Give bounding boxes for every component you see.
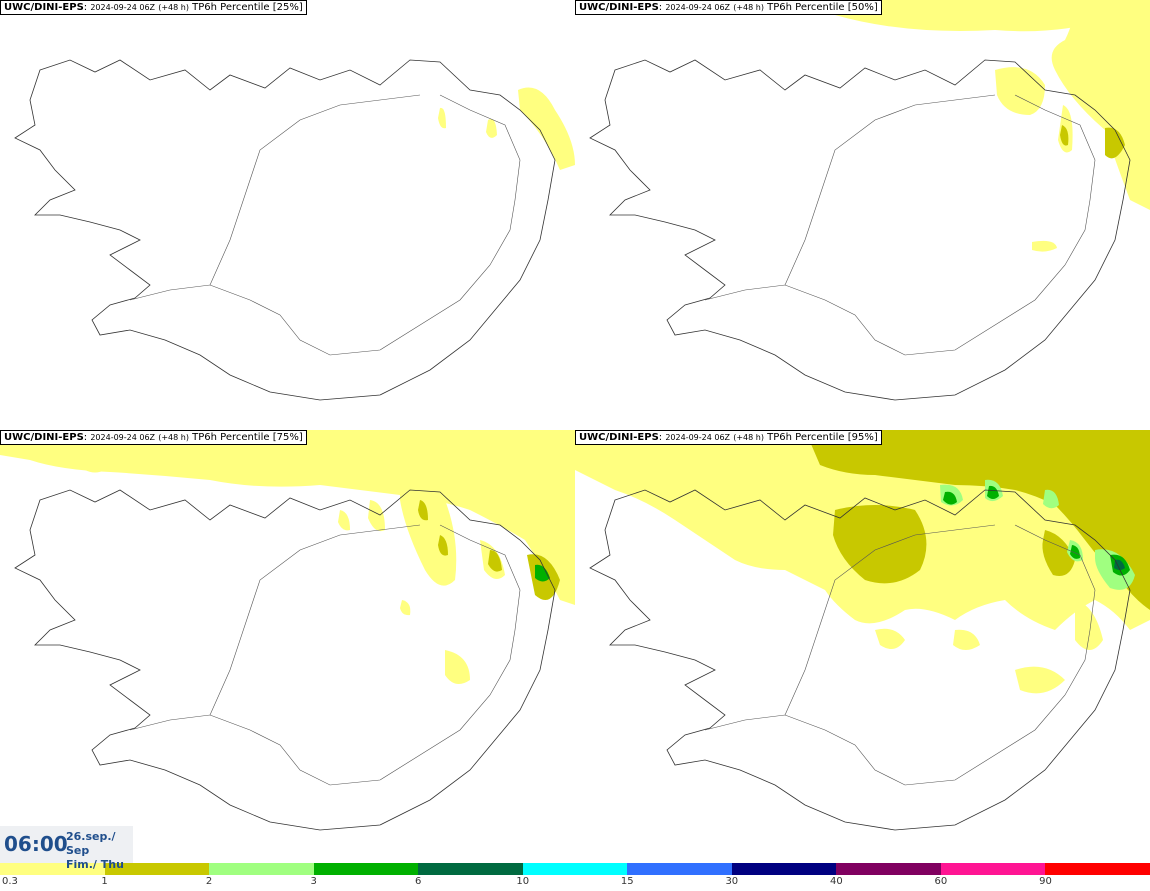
coastline <box>14 59 556 401</box>
coastline <box>589 489 1131 831</box>
road-line <box>704 524 1096 786</box>
precip-area <box>1075 600 1103 650</box>
precip-map-p95 <box>575 430 1150 831</box>
legend-color-swatch <box>522 863 629 875</box>
legend-color-swatch <box>836 863 942 875</box>
color-scale-labels: 0.3 1 2 3 6 10 15 30 40 60 90 <box>0 876 1150 890</box>
legend-label: 15 <box>620 876 634 887</box>
legend-label: 30 <box>725 876 739 887</box>
precip-map-p75 <box>0 430 575 831</box>
legend-color-swatch <box>627 863 733 875</box>
map-panel-p75: UWC/DINI-EPS: 2024-09-24 06Z (+48 h) TP6… <box>0 430 575 860</box>
legend-color-swatch <box>1045 863 1150 875</box>
precip-area <box>338 510 350 531</box>
legend-label: 6 <box>414 876 422 887</box>
precip-area <box>987 485 999 499</box>
precip-area <box>1015 666 1065 694</box>
precip-area <box>400 470 457 586</box>
precip-area <box>825 0 1150 32</box>
road-line <box>209 524 421 716</box>
legend-label: 2 <box>205 876 213 887</box>
precip-area <box>488 550 502 572</box>
precip-area <box>805 430 1150 610</box>
legend-label: 1 <box>101 876 108 887</box>
precip-area <box>1105 127 1125 159</box>
legend-label: 0.3 <box>2 876 18 887</box>
precip-map-p25 <box>14 59 575 401</box>
map-panel-p25: UWC/DINI-EPS: 2024-09-24 06Z (+48 h) TP6… <box>0 0 575 430</box>
precip-area <box>418 500 428 521</box>
road-line <box>784 94 996 286</box>
legend-color-swatch <box>104 863 211 875</box>
precip-area <box>1042 530 1075 576</box>
precip-area <box>0 430 575 605</box>
color-scale-bar <box>0 863 1150 875</box>
valid-time-hour: 06:00 <box>4 832 68 856</box>
road-line <box>784 524 996 716</box>
precip-area <box>85 459 105 473</box>
road-line <box>209 94 421 286</box>
precip-area <box>535 564 550 582</box>
precip-area <box>518 87 575 170</box>
legend-color-swatch <box>0 863 106 875</box>
valid-time-date: 26.sep./ Sep Fim./ Thu <box>66 830 133 872</box>
coastline <box>589 59 1131 401</box>
precip-area <box>943 491 957 505</box>
map-panel-p95: UWC/DINI-EPS: 2024-09-24 06Z (+48 h) TP6… <box>575 430 1150 860</box>
precip-area <box>438 535 448 556</box>
legend-label: 40 <box>829 876 843 887</box>
valid-day-line: Fim./ Thu <box>66 858 124 871</box>
road-line <box>129 94 521 356</box>
valid-time-box: 06:00 26.sep./ Sep Fim./ Thu <box>0 826 133 871</box>
road-line <box>129 524 521 786</box>
precip-area <box>875 628 905 649</box>
legend-label: 90 <box>1039 876 1052 887</box>
precip-area <box>1114 559 1125 570</box>
precip-area <box>445 650 470 684</box>
precip-area <box>1043 489 1059 509</box>
panel-title-p95: UWC/DINI-EPS: 2024-09-24 06Z (+48 h) TP6… <box>575 430 882 445</box>
legend-color-swatch <box>418 863 524 875</box>
legend-label: 60 <box>934 876 948 887</box>
precip-area <box>1051 0 1150 210</box>
precip-area <box>368 500 385 532</box>
legend-label: 3 <box>310 876 317 887</box>
coastline <box>14 489 556 831</box>
panel-title-p25: UWC/DINI-EPS: 2024-09-24 06Z (+48 h) TP6… <box>0 0 307 15</box>
precip-area <box>1070 545 1080 559</box>
road-line <box>704 94 1096 356</box>
legend-color-swatch <box>940 863 1047 875</box>
panel-title-p75: UWC/DINI-EPS: 2024-09-24 06Z (+48 h) TP6… <box>0 430 307 445</box>
legend-label: 10 <box>516 876 530 887</box>
precip-area <box>953 629 980 650</box>
legend-color-swatch <box>209 863 315 875</box>
precip-area <box>438 107 446 129</box>
panel-title-p50: UWC/DINI-EPS: 2024-09-24 06Z (+48 h) TP6… <box>575 0 882 15</box>
precip-area <box>1032 240 1057 252</box>
legend-color-swatch <box>731 863 838 875</box>
precip-area <box>400 600 411 616</box>
precip-map-p50 <box>589 0 1150 401</box>
precip-area <box>995 67 1045 115</box>
precip-area <box>1060 125 1069 146</box>
legend-color-swatch <box>313 863 420 875</box>
map-panel-p50: UWC/DINI-EPS: 2024-09-24 06Z (+48 h) TP6… <box>575 0 1150 430</box>
precip-area <box>486 119 497 138</box>
valid-date-line: 26.sep./ Sep <box>66 830 116 857</box>
